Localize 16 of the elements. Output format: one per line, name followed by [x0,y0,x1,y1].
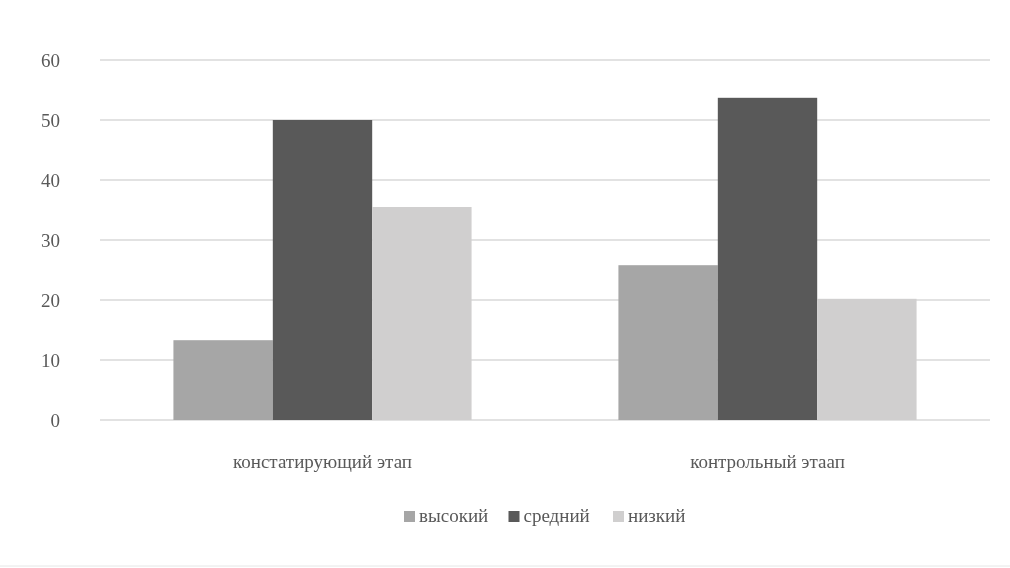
x-tick-label: контрольный этаап [690,451,845,472]
y-tick-label: 50 [41,109,60,131]
legend-label: высокий [419,505,489,526]
legend-label: низкий [628,505,686,526]
x-tick-label: констатирующий этап [232,451,413,472]
y-tick-label: 60 [41,49,60,71]
legend-label: средний [523,505,590,526]
y-tick-label: 20 [41,289,60,311]
y-tick-label: 10 [41,349,60,371]
bar [173,340,273,420]
bar [618,265,718,420]
y-tick-label: 30 [41,229,60,251]
y-tick-label: 40 [41,169,60,191]
y-tick-label: 0 [50,409,60,431]
bar [717,97,818,420]
bar [272,120,373,420]
